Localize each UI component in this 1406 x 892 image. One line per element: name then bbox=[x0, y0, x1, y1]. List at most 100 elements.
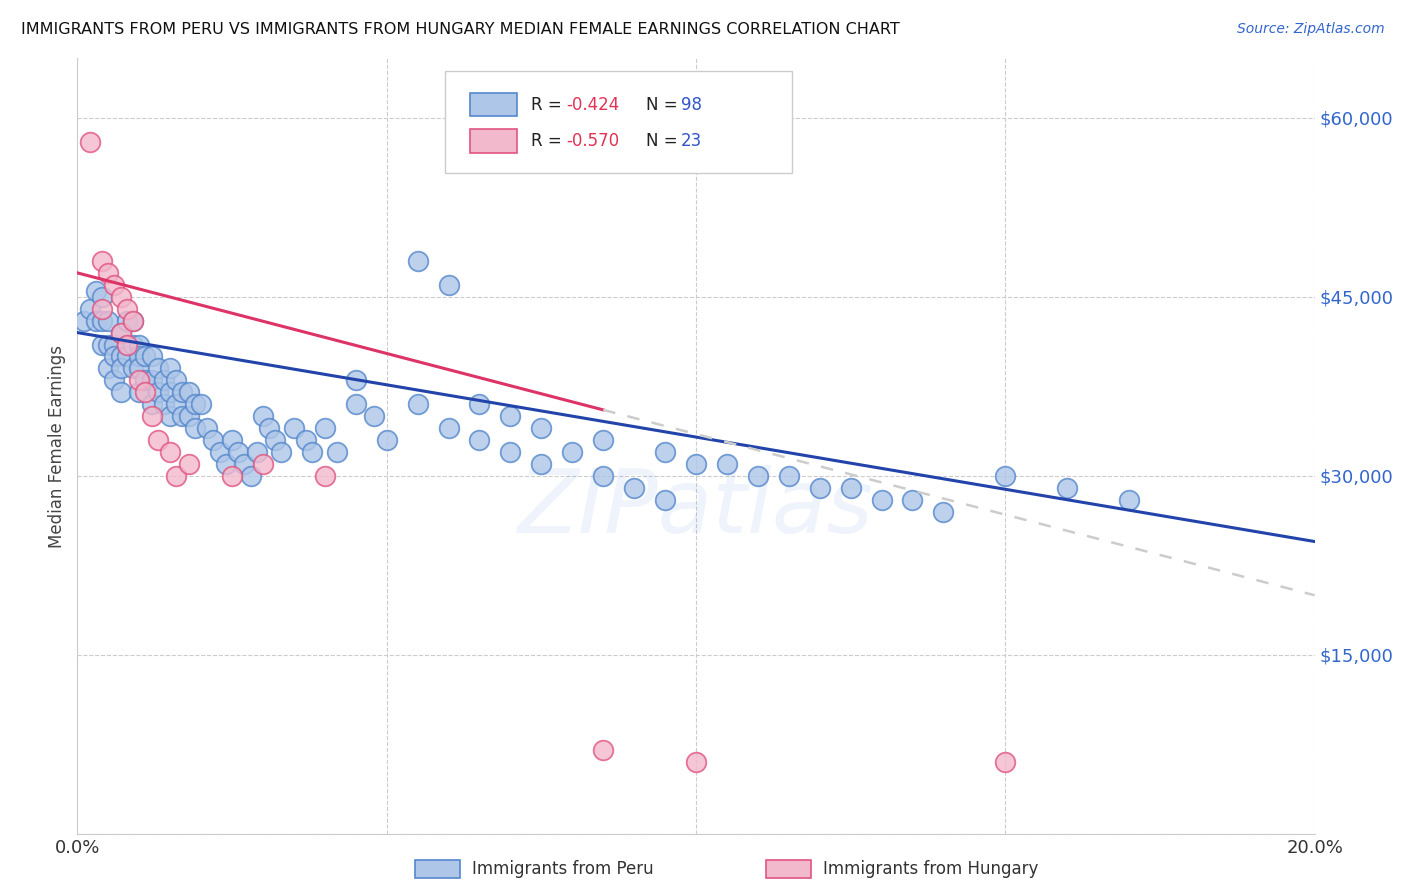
Point bbox=[326, 445, 349, 459]
Bar bbox=[470, 129, 516, 153]
Point bbox=[195, 421, 218, 435]
Text: N =: N = bbox=[647, 132, 683, 150]
Point bbox=[84, 284, 107, 298]
Point bbox=[141, 350, 163, 364]
Point bbox=[530, 457, 553, 471]
Point bbox=[159, 385, 181, 400]
Point bbox=[233, 457, 256, 471]
Point bbox=[146, 361, 169, 376]
Point bbox=[257, 421, 280, 435]
Point bbox=[103, 373, 125, 387]
Point bbox=[592, 743, 614, 757]
Point bbox=[84, 313, 107, 327]
Point bbox=[314, 468, 336, 483]
Point bbox=[79, 135, 101, 149]
Point bbox=[215, 457, 238, 471]
Point bbox=[165, 397, 187, 411]
Point bbox=[468, 397, 491, 411]
Point bbox=[239, 468, 262, 483]
Point bbox=[314, 421, 336, 435]
Point bbox=[375, 433, 398, 447]
Point bbox=[344, 397, 367, 411]
Point bbox=[103, 350, 125, 364]
Point bbox=[165, 468, 187, 483]
Y-axis label: Median Female Earnings: Median Female Earnings bbox=[48, 344, 66, 548]
Point bbox=[159, 361, 181, 376]
Text: 98: 98 bbox=[681, 95, 702, 113]
Point bbox=[685, 756, 707, 770]
Point bbox=[184, 397, 207, 411]
Point bbox=[146, 385, 169, 400]
Point bbox=[716, 457, 738, 471]
Point bbox=[134, 373, 156, 387]
Point bbox=[115, 337, 138, 351]
Point bbox=[115, 313, 138, 327]
Point bbox=[97, 337, 120, 351]
Point bbox=[468, 433, 491, 447]
Point bbox=[270, 445, 292, 459]
Point bbox=[110, 326, 132, 340]
Point bbox=[122, 313, 145, 327]
Point bbox=[165, 373, 187, 387]
Point bbox=[252, 409, 274, 424]
Point bbox=[177, 457, 200, 471]
Point bbox=[97, 313, 120, 327]
Text: N =: N = bbox=[647, 95, 683, 113]
Point bbox=[561, 445, 583, 459]
Point bbox=[172, 409, 194, 424]
Point bbox=[1056, 481, 1078, 495]
Text: ZIPatlas: ZIPatlas bbox=[519, 465, 873, 551]
Point bbox=[994, 468, 1017, 483]
Point bbox=[208, 445, 231, 459]
Point bbox=[153, 373, 176, 387]
Point bbox=[115, 301, 138, 316]
Text: Immigrants from Peru: Immigrants from Peru bbox=[472, 860, 654, 878]
Point bbox=[159, 445, 181, 459]
Point bbox=[177, 409, 200, 424]
Point bbox=[153, 397, 176, 411]
Point bbox=[122, 313, 145, 327]
Point bbox=[901, 492, 924, 507]
Point bbox=[221, 433, 243, 447]
Point bbox=[128, 337, 150, 351]
Point bbox=[778, 468, 800, 483]
Point bbox=[295, 433, 318, 447]
Point bbox=[283, 421, 305, 435]
Point bbox=[79, 301, 101, 316]
Point bbox=[301, 445, 323, 459]
Point bbox=[134, 350, 156, 364]
Point bbox=[91, 313, 114, 327]
Point bbox=[91, 254, 114, 268]
Point bbox=[146, 433, 169, 447]
Point bbox=[177, 385, 200, 400]
Point bbox=[97, 361, 120, 376]
Point bbox=[226, 445, 249, 459]
Point bbox=[406, 254, 429, 268]
Point bbox=[128, 373, 150, 387]
Point bbox=[808, 481, 831, 495]
Point bbox=[128, 350, 150, 364]
Point bbox=[128, 361, 150, 376]
Point bbox=[122, 361, 145, 376]
Point bbox=[91, 290, 114, 304]
Point bbox=[91, 337, 114, 351]
Point bbox=[72, 313, 94, 327]
Point bbox=[685, 457, 707, 471]
Point bbox=[202, 433, 225, 447]
Point bbox=[110, 350, 132, 364]
Point bbox=[437, 421, 460, 435]
Point bbox=[499, 409, 522, 424]
Point bbox=[437, 277, 460, 292]
Point bbox=[592, 468, 614, 483]
Point bbox=[654, 445, 676, 459]
Point bbox=[190, 397, 212, 411]
Point bbox=[110, 290, 132, 304]
Point bbox=[870, 492, 893, 507]
Text: -0.424: -0.424 bbox=[567, 95, 619, 113]
Point bbox=[97, 266, 120, 280]
Point bbox=[932, 505, 955, 519]
Text: Source: ZipAtlas.com: Source: ZipAtlas.com bbox=[1237, 22, 1385, 37]
Point bbox=[363, 409, 385, 424]
Point bbox=[103, 337, 125, 351]
Point bbox=[406, 397, 429, 411]
